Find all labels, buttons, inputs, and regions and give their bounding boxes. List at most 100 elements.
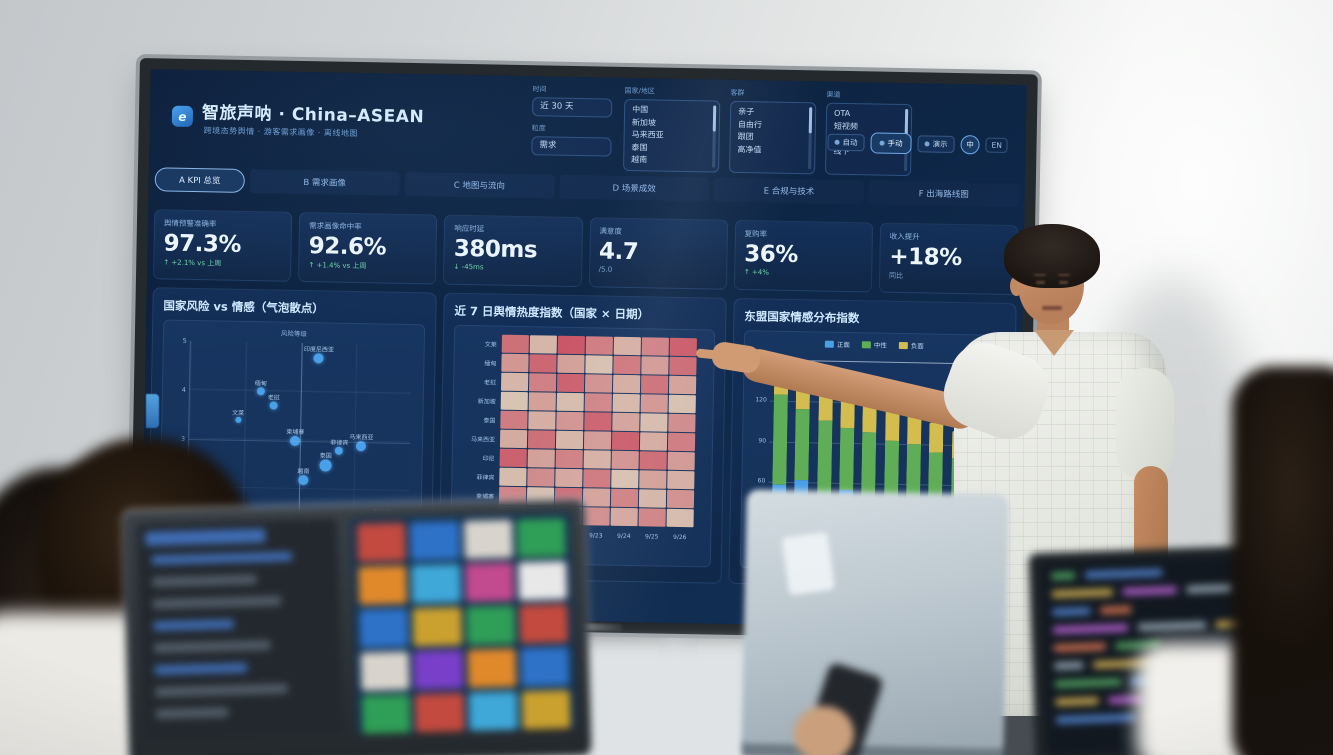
kpi-card-hit-rate: 需求画像命中率 92.6% ↑ +1.4% vs 上周	[298, 211, 438, 285]
ide-row	[152, 596, 282, 609]
heatmap-cell	[555, 449, 583, 469]
legend-label: 正面	[836, 340, 850, 350]
filter-option[interactable]: 亲子	[738, 106, 755, 117]
scatter-point	[269, 401, 278, 410]
heatmap-cell	[667, 451, 695, 471]
kpi-value: 36%	[743, 241, 798, 269]
kpi-delta: ↓ -45ms	[453, 262, 484, 272]
thumbnail-block	[465, 605, 516, 645]
ide-row	[156, 707, 229, 719]
mode-demo-button[interactable]: 演示	[917, 135, 955, 153]
legend-item: 负面	[898, 340, 924, 350]
kpi-card-latency: 响应时延 380ms ↓ -45ms	[443, 214, 583, 288]
hand	[794, 706, 854, 755]
lang-en-button[interactable]: EN	[985, 137, 1009, 153]
scrollbar-thumb[interactable]	[712, 105, 717, 132]
bar-segment-1	[794, 409, 811, 481]
heatmap-cell	[557, 335, 585, 355]
kpi-label: 满意度	[599, 226, 623, 236]
thumbnail-block	[358, 565, 408, 605]
filter-option[interactable]: 高净值	[737, 144, 762, 154]
heatmap-cell	[555, 430, 584, 450]
filter-option[interactable]: 越南	[631, 155, 648, 165]
heatmap-row-label: 印尼	[482, 454, 495, 463]
code-line	[1137, 621, 1207, 631]
segment-list[interactable]: 亲子自由行跟团高净值	[728, 100, 817, 175]
scatter-point	[313, 352, 324, 364]
tab-roadmap[interactable]: F 出海路线图	[868, 180, 1019, 208]
code-line	[1052, 607, 1091, 616]
y-axis-tick: 5	[182, 336, 187, 345]
presenter-eyebrow	[1034, 274, 1046, 276]
tab-scene-results[interactable]: D 场景成效	[559, 174, 710, 202]
y-axis-title: 风险等级	[280, 329, 308, 339]
thumbnail-block	[464, 562, 514, 602]
heatmap-cell	[667, 432, 696, 452]
filter-option[interactable]: 马来西亚	[631, 130, 664, 140]
mode-auto-button[interactable]: 自动	[827, 133, 865, 152]
filter-option[interactable]: 自由行	[737, 119, 762, 129]
heatmap-cell	[501, 334, 529, 354]
kpi-label: 复购率	[744, 229, 768, 239]
scatter-point	[298, 474, 309, 485]
scrollbar[interactable]	[808, 107, 813, 170]
heatmap-cell	[585, 336, 613, 355]
code-line	[1054, 678, 1122, 688]
heatmap-cell	[529, 335, 557, 354]
heatmap-cell	[613, 355, 641, 375]
legend-swatch	[898, 341, 908, 349]
kpi-delta: ↑ +1.4% vs 上周	[308, 261, 367, 271]
heatmap-cell	[582, 488, 611, 507]
time-range-select[interactable]: 近 30 天	[531, 97, 613, 118]
bar-segment-1	[839, 427, 855, 491]
heatmap-cell	[640, 394, 668, 413]
thumbnail-block	[520, 647, 570, 687]
heatmap-cell	[556, 411, 584, 431]
filter-option[interactable]: 跟团	[737, 131, 754, 142]
region-filter-label: 国家/地区	[624, 86, 655, 96]
region-list[interactable]: 中国 新加坡 马来西亚 泰国 越南	[623, 98, 721, 173]
scrollbar[interactable]	[712, 105, 717, 168]
legend-item: 正面	[824, 339, 850, 350]
tab-kpi-overview[interactable]: A KPI 总览	[154, 167, 245, 193]
lang-zh-button[interactable]: 中	[960, 135, 980, 155]
scatter-point	[290, 435, 301, 446]
heatmap-cell	[584, 374, 613, 393]
ide-row	[154, 640, 271, 653]
page-title: 智旅声呐 · China–ASEAN	[201, 103, 425, 128]
kpi-label: 需求画像命中率	[309, 221, 362, 232]
filter-option[interactable]: 中国	[632, 105, 649, 115]
heatmap-cell	[640, 375, 669, 394]
scrollbar-thumb[interactable]	[808, 107, 813, 134]
heatmap-cell	[666, 489, 695, 509]
heatmap-cell	[583, 469, 611, 488]
tab-compliance-tech[interactable]: E 合规与技术	[713, 177, 865, 205]
tab-demand-profile[interactable]: B 需求画像	[249, 169, 400, 196]
audience-member-right	[1232, 366, 1333, 755]
dot-icon	[834, 139, 840, 145]
scatter-point	[335, 446, 344, 456]
heatmap-cell	[641, 337, 669, 356]
heatmap-date-label: 9/25	[645, 532, 659, 541]
granularity-select[interactable]: 需求	[531, 136, 612, 157]
thumbnail-block	[517, 561, 568, 601]
filter-option[interactable]: OTA	[834, 108, 851, 119]
heatmap-cell	[499, 467, 527, 487]
heatmap-row-label: 泰国	[483, 416, 496, 425]
mode-manual-button[interactable]: 手动	[870, 132, 912, 155]
mode-manual-label: 手动	[887, 138, 903, 148]
laptop-screen-thumbnails	[350, 511, 577, 735]
ide-row	[151, 551, 292, 565]
scrollbar-thumb[interactable]	[904, 109, 909, 136]
heatmap-cell	[583, 450, 611, 469]
code-line	[1054, 661, 1084, 670]
heatmap-row-label: 缅甸	[484, 359, 497, 368]
heatmap-cell	[611, 469, 639, 489]
panel-title: 国家风险 vs 情感（气泡散点）	[163, 298, 324, 316]
heatmap-row-label: 马来西亚	[470, 435, 496, 444]
ide-header-bar	[145, 528, 266, 546]
tab-map-flow[interactable]: C 地图与流向	[404, 171, 555, 199]
region-filter-group: 国家/地区 中国 新加坡 马来西亚 泰国 越南	[623, 86, 721, 173]
heatmap-row-label: 老挝	[484, 378, 497, 387]
heatmap-cell	[557, 354, 585, 374]
